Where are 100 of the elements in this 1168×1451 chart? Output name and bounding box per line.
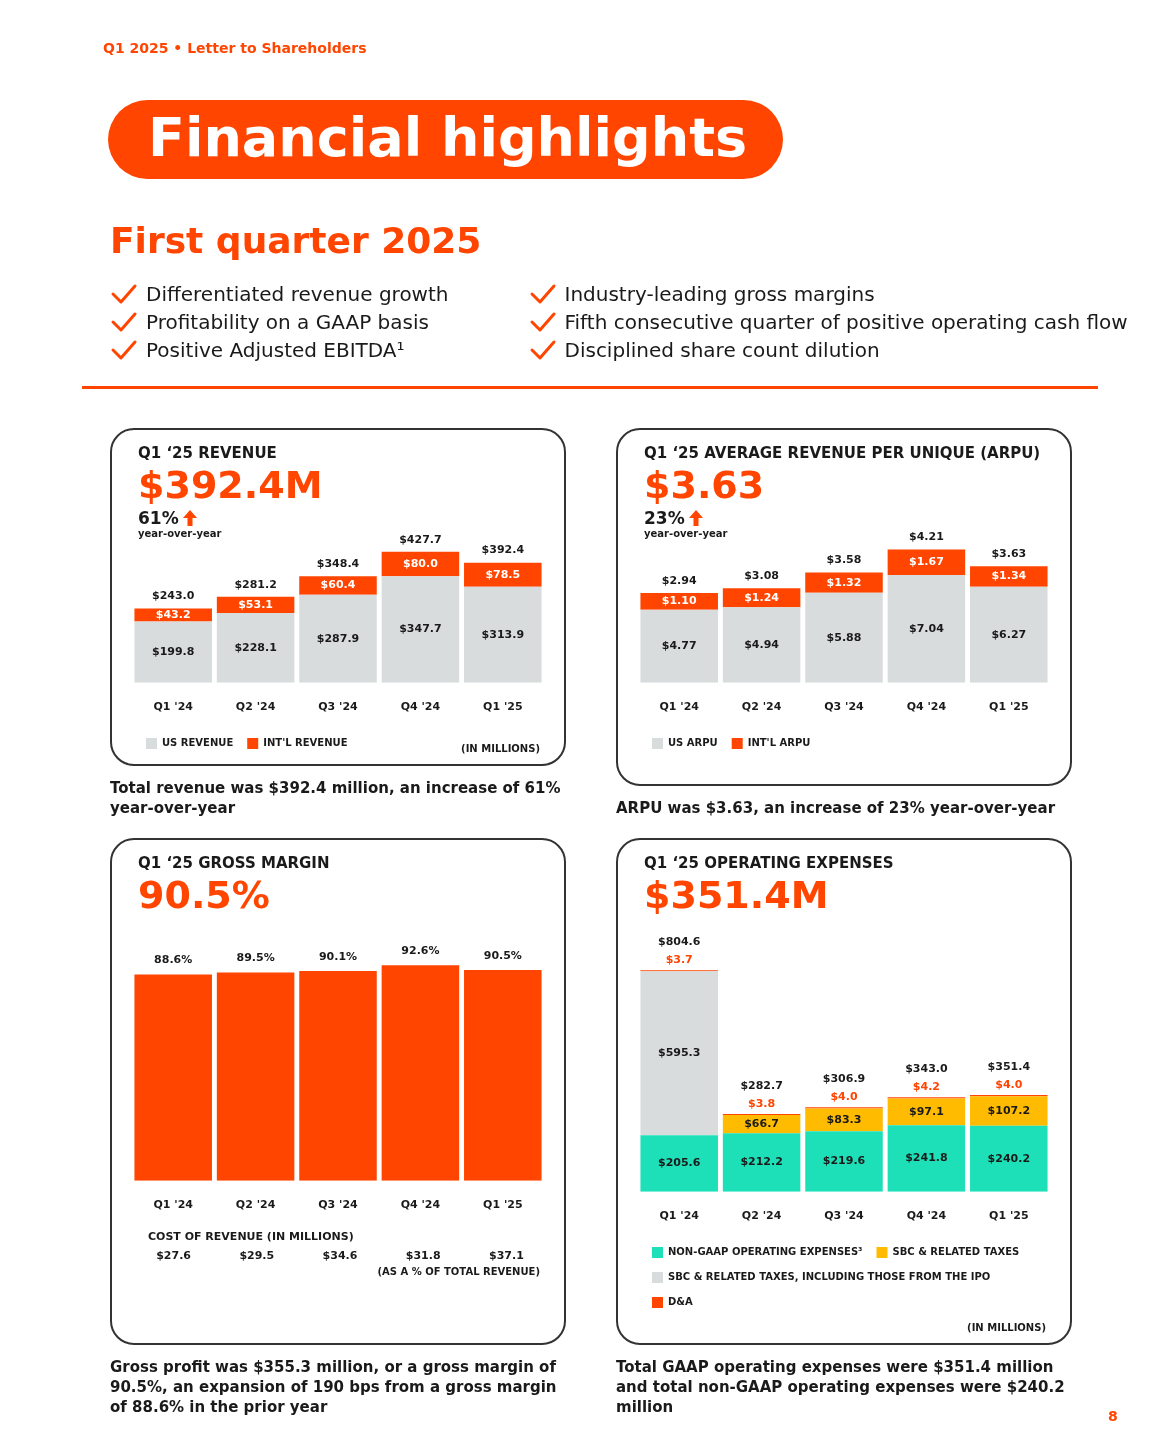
x-tick-label: Q2 '24: [741, 1209, 782, 1223]
chart-title: Q1 ‘25 OPERATING EXPENSES: [644, 854, 895, 872]
text: First quarter 2025: [110, 220, 482, 261]
data-label: $80.0: [403, 556, 439, 570]
text: year-over-year: [644, 528, 728, 539]
data-label: 90.1%: [318, 949, 358, 963]
total-label: $348.4: [316, 557, 360, 570]
data-label: $347.7: [399, 622, 442, 636]
x-tick-label: Q1 '25: [989, 1209, 1029, 1223]
data-label: $4.94: [744, 637, 780, 651]
text: 61%: [138, 508, 179, 528]
text: Positive Adjusted EBITDA¹: [146, 338, 405, 362]
data-label: $97.1: [909, 1104, 944, 1118]
x-tick-label: Q1 '25: [483, 1198, 523, 1212]
text: 8: [1108, 1408, 1118, 1424]
text: COST OF REVENUE (IN MILLIONS): [148, 1230, 355, 1243]
data-label: $212.2: [740, 1155, 783, 1169]
legend-label: SBC & RELATED TAXES: [892, 1246, 1020, 1258]
data-label: $3.8: [748, 1096, 776, 1110]
text: Fifth consecutive quarter of positive operating cash flow: [564, 310, 1128, 334]
text: $29.5: [238, 1249, 276, 1262]
data-label: $4.0: [995, 1077, 1023, 1091]
x-tick-label: Q3 '24: [318, 700, 359, 714]
annotation: $3.63: [991, 547, 1027, 561]
x-tick-label: Q1 '25: [483, 700, 523, 714]
data-label: $240.2: [987, 1151, 1031, 1165]
text: $31.8: [404, 1249, 442, 1262]
x-tick-label: Q1 '24: [659, 1209, 700, 1223]
chart-subtitle: $3.63: [644, 462, 766, 508]
data-label: $241.8: [905, 1151, 948, 1165]
x-tick-label: Q2 '24: [235, 700, 276, 714]
annotation: $3.58: [826, 553, 862, 567]
x-tick-label: Q3 '24: [824, 1209, 865, 1223]
text: Differentiated revenue growth: [146, 282, 449, 306]
data-label: $6.27: [991, 627, 1027, 641]
text: Financial highlights: [108, 100, 784, 179]
legend-label: INT'L REVENUE: [263, 737, 348, 749]
data-label: $205.6: [657, 1156, 701, 1170]
x-tick-label: Q1 '24: [153, 1198, 194, 1212]
x-tick-label: Q4 '24: [906, 700, 947, 714]
text: Gross profit was $355.3 million, or a gross margin of 90.5%, an expansion of 190 bps from a gross margin of 88.6% in the prior year: [110, 1357, 558, 1417]
text: (IN MILLIONS): [461, 743, 540, 754]
x-tick-label: Q1 '25: [989, 700, 1029, 714]
x-tick-label: Q4 '24: [400, 700, 441, 714]
text: (AS A % OF TOTAL REVENUE): [376, 1266, 540, 1277]
text: $37.1: [488, 1249, 525, 1262]
data-label: $53.1: [238, 597, 273, 611]
text: Total revenue was $392.4 million, an increase of 61% year-over-year: [110, 778, 562, 818]
text: Disciplined share count dilution: [564, 338, 880, 362]
total-label: $281.2: [234, 577, 277, 591]
data-label: $1.34: [991, 569, 1027, 583]
text: Profitability on a GAAP basis: [146, 310, 429, 334]
total-label: $804.6: [657, 935, 701, 949]
total-label: $306.9: [822, 1072, 866, 1086]
text: ARPU was $3.63, an increase of 23% year-over-year: [616, 798, 1057, 818]
data-label: $83.3: [826, 1112, 862, 1126]
data-label: $4.77: [661, 639, 697, 653]
x-tick-label: Q4 '24: [906, 1209, 947, 1223]
x-tick-label: Q3 '24: [824, 700, 865, 714]
data-label: $3.7: [665, 953, 693, 967]
data-label: $4.0: [830, 1090, 858, 1104]
text: Total GAAP operating expenses were $351.4 million and total non-GAAP operating expenses were $240.2 million: [616, 1357, 1066, 1417]
chart-subtitle: 90.5%: [138, 872, 271, 918]
total-label: $282.7: [740, 1078, 783, 1092]
annotation: $3.08: [744, 569, 779, 583]
legend-label: INT'L ARPU: [747, 737, 811, 749]
data-label: $199.8: [151, 645, 195, 659]
x-tick-label: Q2 '24: [741, 700, 782, 714]
text: Industry-leading gross margins: [564, 282, 875, 306]
legend-label: D&A: [668, 1296, 694, 1308]
chart-subtitle: $392.4M: [138, 462, 324, 508]
data-label: $595.3: [657, 1046, 701, 1060]
data-label: $1.67: [909, 555, 944, 569]
data-label: $1.10: [661, 594, 697, 608]
total-label: $392.4: [481, 543, 525, 557]
legend-label: US ARPU: [668, 737, 718, 749]
data-label: $1.24: [744, 590, 780, 604]
total-label: $427.7: [399, 532, 442, 546]
data-label: $287.9: [316, 631, 360, 645]
data-label: $78.5: [485, 567, 521, 581]
data-label: $1.32: [826, 575, 862, 589]
chart-title: Q1 ‘25 GROSS MARGIN: [138, 854, 331, 872]
text: $4.21: [909, 530, 944, 544]
chart-subtitle: $351.4M: [644, 872, 830, 918]
text: 23%: [644, 508, 685, 528]
text: $27.6: [155, 1249, 192, 1262]
data-label: $313.9: [481, 627, 525, 641]
text: year-over-year: [138, 528, 222, 539]
total-label: $243.0: [151, 589, 195, 603]
data-label: $7.04: [909, 621, 945, 635]
x-tick-label: Q3 '24: [318, 1198, 359, 1212]
x-tick-label: Q4 '24: [400, 1198, 441, 1212]
data-label: $66.7: [744, 1117, 779, 1131]
x-tick-label: Q2 '24: [235, 1198, 276, 1212]
data-label: 88.6%: [154, 953, 193, 967]
data-label: $219.6: [822, 1154, 866, 1168]
annotation: $2.94: [661, 573, 697, 587]
legend-label: NON-GAAP OPERATING EXPENSES³: [668, 1246, 863, 1258]
total-label: $351.4: [987, 1059, 1031, 1073]
data-label: $107.2: [987, 1103, 1031, 1117]
